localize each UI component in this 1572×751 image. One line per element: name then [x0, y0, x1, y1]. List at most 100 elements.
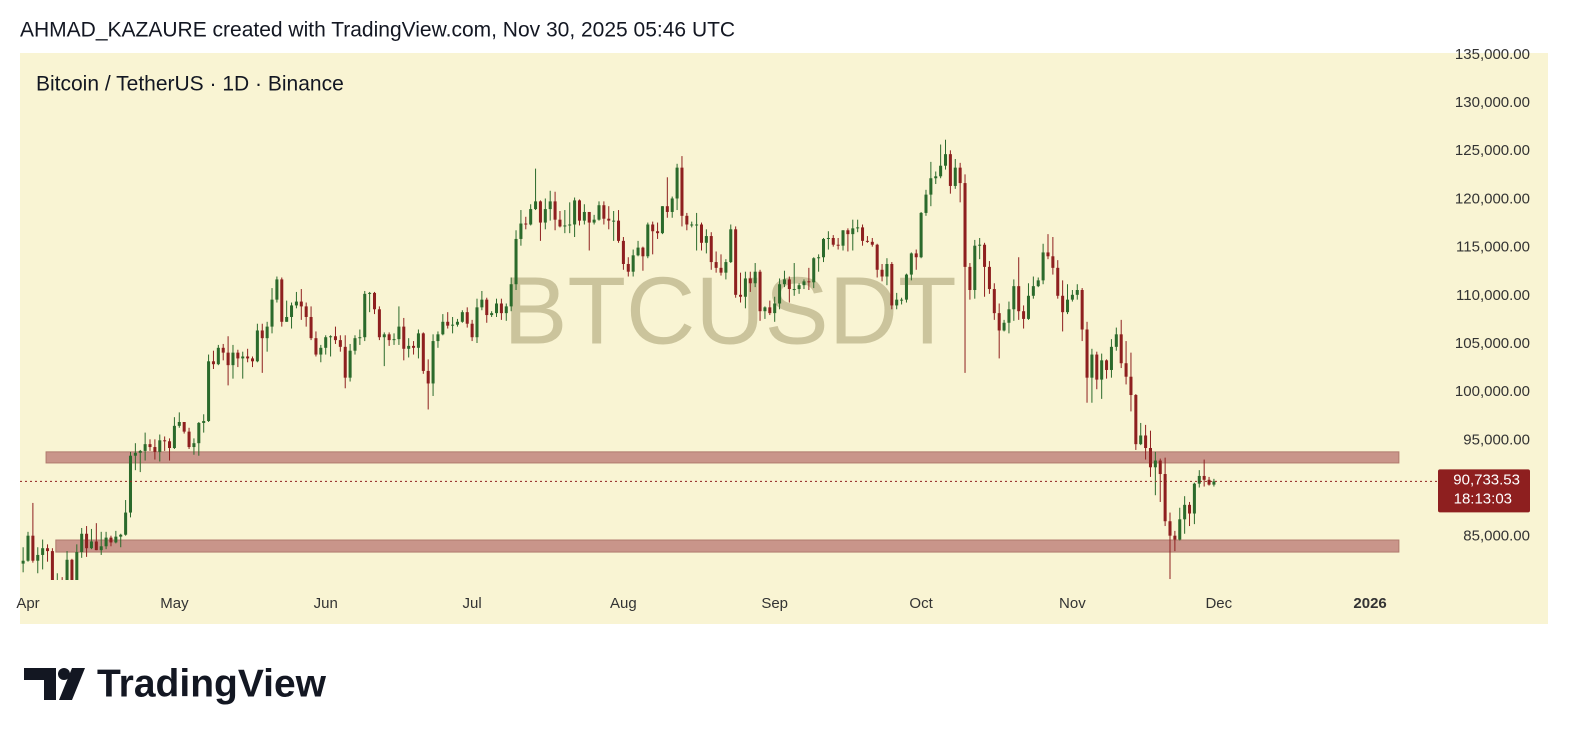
candle-body: [446, 321, 450, 326]
candle-body: [348, 350, 352, 378]
x-tick-label: Dec: [1205, 595, 1232, 612]
candle-body: [455, 321, 459, 325]
candle-body: [592, 219, 596, 223]
candle-body: [1192, 483, 1196, 514]
y-tick-label: 120,000.00: [1455, 190, 1530, 207]
symbol-title: Bitcoin / TetherUS · 1D · Binance: [36, 73, 344, 96]
candle-body: [621, 240, 625, 264]
candle-body: [983, 244, 987, 267]
y-tick-label: 100,000.00: [1455, 383, 1530, 400]
candle-body: [943, 154, 948, 166]
candle-body: [231, 352, 235, 366]
candle-body: [939, 165, 943, 177]
candle-body: [1022, 311, 1026, 319]
candle-body: [817, 257, 821, 259]
candle-body: [431, 341, 435, 384]
candle-body: [192, 443, 196, 448]
candle-body: [358, 337, 362, 339]
candle-body: [968, 266, 972, 291]
candle-body: [514, 238, 518, 285]
candle-body: [85, 533, 89, 549]
candle-body: [519, 223, 523, 239]
candle-body: [699, 224, 704, 243]
candle-body: [900, 299, 904, 301]
candle-body: [353, 338, 357, 351]
candle-body: [1075, 290, 1079, 295]
candle-body: [421, 333, 425, 371]
candle-body: [451, 324, 455, 326]
candle-body: [729, 229, 733, 263]
candle-body: [646, 224, 650, 257]
candle-body: [978, 244, 982, 246]
candle-body: [802, 281, 806, 286]
candle-body: [490, 313, 494, 316]
candle-body: [70, 559, 74, 580]
candle-body: [41, 548, 45, 555]
candle-body: [812, 258, 816, 283]
candle-body: [709, 236, 713, 263]
candle-body: [309, 316, 313, 339]
candle-body: [973, 245, 977, 291]
candle-body: [177, 421, 181, 426]
candle-body: [236, 352, 240, 359]
chart-background: [20, 53, 1548, 624]
countdown: 18:13:03: [1454, 490, 1512, 507]
x-tick-label: May: [160, 595, 189, 612]
candle-body: [1207, 479, 1211, 485]
candle-body: [314, 338, 318, 355]
candle-body: [880, 269, 884, 277]
candle-body: [651, 224, 655, 232]
candle-body: [875, 244, 879, 270]
candle-body: [529, 209, 533, 225]
candle-body: [602, 205, 606, 219]
candle-body: [377, 309, 381, 338]
candle-body: [597, 205, 601, 220]
candle-body: [612, 220, 616, 222]
x-tick-label: Sep: [761, 595, 788, 612]
candle-body: [626, 263, 630, 272]
candle-body: [719, 267, 723, 273]
candle-body: [324, 337, 328, 348]
candle-body: [929, 178, 933, 195]
candle-body: [543, 209, 547, 223]
candle-body: [534, 201, 538, 210]
candle-body: [665, 206, 669, 212]
zone: [45, 451, 1400, 464]
candle-body: [1041, 252, 1045, 281]
candle-body: [1070, 294, 1074, 300]
candle-body: [895, 299, 899, 306]
candle-body: [690, 224, 694, 226]
candle-body: [1017, 286, 1021, 312]
candle-body: [1080, 290, 1084, 330]
candle-body: [704, 236, 708, 243]
candle-body: [660, 206, 664, 234]
candle-body: [260, 330, 264, 339]
candle-body: [1173, 535, 1177, 540]
plot-area: [21, 139, 1400, 580]
candle-body: [1065, 299, 1070, 313]
candle-body: [270, 299, 274, 327]
candle-body: [294, 301, 298, 306]
candle-body: [1188, 504, 1192, 514]
candle-body: [636, 247, 640, 256]
candle-body: [1197, 475, 1201, 484]
candle-body: [1212, 481, 1216, 485]
candle-body: [485, 299, 489, 316]
candle-body: [104, 537, 108, 547]
candle-body: [919, 212, 923, 258]
candle-body: [80, 533, 84, 553]
candle-body: [436, 334, 440, 342]
candle-body: [265, 326, 269, 339]
candle-body: [992, 289, 996, 314]
candle-body: [1144, 435, 1148, 449]
candle-body: [821, 238, 826, 258]
candle-body: [607, 218, 611, 221]
candle-body: [1202, 475, 1206, 480]
candle-body: [465, 312, 469, 324]
candle-body: [617, 220, 621, 241]
candle-body: [1134, 395, 1138, 445]
candle-body: [226, 352, 230, 366]
candle-body: [909, 253, 913, 275]
candle-body: [958, 167, 962, 184]
candle-body: [338, 340, 342, 347]
